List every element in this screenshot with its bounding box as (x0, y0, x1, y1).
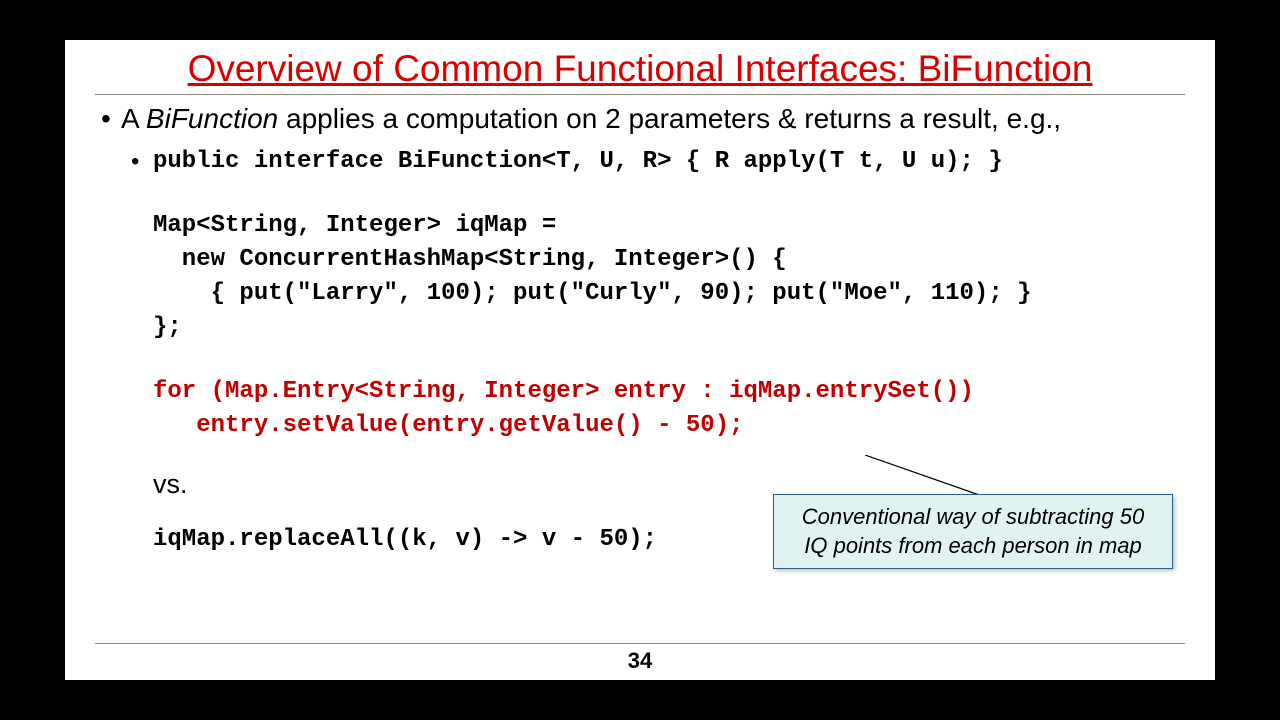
bullet-text-suffix: applies a computation on 2 parameters & … (278, 103, 1061, 134)
footer: 34 (95, 643, 1185, 674)
code-line: }; (153, 314, 182, 341)
callout-box: Conventional way of subtracting 50 IQ po… (773, 494, 1173, 569)
callout-line: Conventional way of subtracting 50 (802, 504, 1144, 529)
slide-title: Overview of Common Functional Interfaces… (95, 48, 1185, 92)
main-bullet: A BiFunction applies a computation on 2 … (101, 103, 1185, 135)
bullet-text-italic: BiFunction (146, 103, 278, 134)
code-line: { put("Larry", 100); put("Curly", 90); p… (153, 280, 1032, 307)
slide-container: Overview of Common Functional Interfaces… (65, 40, 1215, 680)
code-line: new ConcurrentHashMap<String, Integer>()… (153, 246, 787, 273)
code-red-block: for (Map.Entry<String, Integer> entry : … (101, 375, 1185, 443)
code-interface-line: public interface BiFunction<T, U, R> { R… (101, 145, 1185, 179)
page-number: 34 (95, 648, 1185, 674)
content-area: A BiFunction applies a computation on 2 … (95, 95, 1185, 553)
bullet-text-prefix: A (121, 103, 146, 134)
divider-bottom (95, 643, 1185, 644)
code-line: entry.setValue(entry.getValue() - 50); (153, 412, 744, 439)
code-line: Map<String, Integer> iqMap = (153, 212, 556, 239)
callout-line: IQ points from each person in map (804, 533, 1142, 558)
code-map-block: Map<String, Integer> iqMap = new Concurr… (101, 209, 1185, 345)
code-line: for (Map.Entry<String, Integer> entry : … (153, 378, 974, 405)
